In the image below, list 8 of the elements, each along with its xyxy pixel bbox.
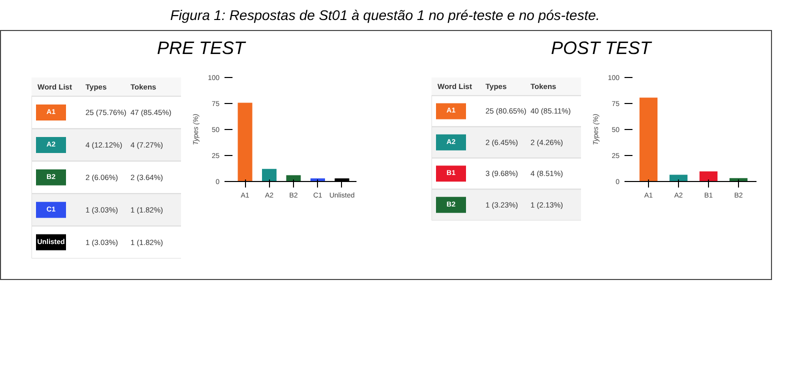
text: POST TEST (550, 37, 653, 60)
bar (640, 97, 658, 182)
bar (238, 102, 252, 182)
bar (286, 175, 301, 182)
bar (262, 168, 277, 182)
bar (700, 171, 718, 182)
text: Figura 1: Respostas de St01 à questão 1 no pré-teste e no pós-teste. (169, 6, 601, 25)
text: PRE TEST (156, 37, 247, 60)
